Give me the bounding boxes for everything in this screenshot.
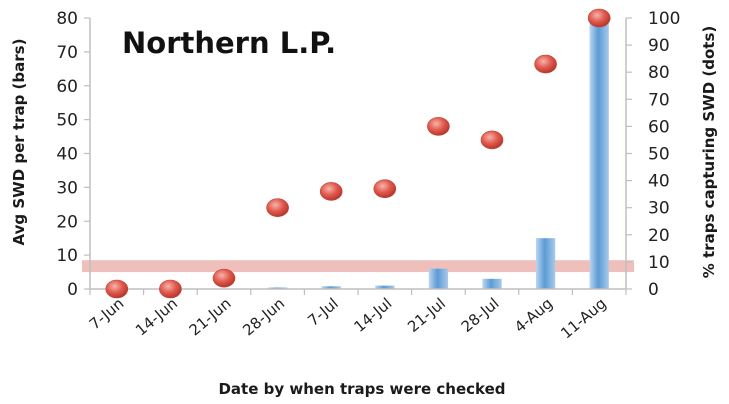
dot-series	[105, 8, 611, 299]
left-tick-label: 20	[56, 212, 78, 232]
dot-21-Jun	[212, 268, 236, 288]
x-tick-label-7-Jul: 7-Jul	[304, 294, 342, 330]
dot-7-Jul	[319, 182, 343, 201]
bar-series	[267, 18, 609, 289]
threshold-band	[82, 260, 634, 273]
x-tick-label-11-Aug: 11-Aug	[557, 294, 610, 342]
left-tick-label: 60	[56, 77, 78, 97]
bar-21-Jul	[428, 268, 449, 289]
bar-11-Aug	[589, 18, 609, 289]
right-tick-label: 0	[648, 280, 659, 300]
x-tick-label-14-Jul: 14-Jul	[351, 294, 396, 336]
right-tick-label: 100	[648, 9, 680, 29]
x-tick-label-14-Jun: 14-Jun	[132, 294, 181, 339]
left-tick-label: 40	[56, 145, 78, 165]
right-tick-label: 90	[648, 36, 670, 56]
x-tick-label-21-Jul: 21-Jul	[404, 294, 449, 336]
dot-28-Jul	[480, 130, 504, 150]
dot-7-Jun	[105, 279, 129, 299]
bar-7-Jul	[321, 286, 341, 289]
dot-14-Jul	[373, 179, 397, 199]
bar-28-Jul	[482, 278, 502, 289]
dot-11-Aug	[587, 8, 611, 28]
x-axis-title: Date by when traps were checked	[218, 380, 505, 398]
left-tick-label: 80	[56, 9, 78, 29]
bar-4-Aug	[535, 238, 556, 289]
x-tick-label-28-Jun: 28-Jun	[239, 294, 288, 339]
dot-28-Jun	[266, 198, 289, 217]
x-tick-label-28-Jul: 28-Jul	[458, 294, 503, 336]
dot-14-Jun	[159, 279, 182, 299]
right-tick-label: 10	[648, 253, 670, 273]
left-tick-label: 0	[67, 280, 78, 300]
right-tick-label: 60	[648, 117, 670, 137]
threshold-band-layer	[82, 260, 634, 273]
right-tick-label: 70	[648, 90, 670, 110]
left-tick-label: 10	[56, 246, 78, 266]
dot-4-Aug	[534, 54, 557, 74]
right-y-axis-title: % traps capturing SWD (dots)	[700, 26, 718, 278]
dot-21-Jul	[427, 117, 450, 136]
left-tick-label: 50	[56, 111, 78, 131]
right-tick-label: 50	[648, 145, 670, 165]
right-tick-label: 40	[648, 172, 670, 192]
left-tick-label: 70	[56, 43, 78, 63]
x-tick-label-7-Jun: 7-Jun	[86, 294, 128, 333]
bar-14-Jul	[375, 285, 395, 289]
right-tick-label: 20	[648, 226, 670, 246]
left-tick-label: 30	[56, 178, 78, 198]
left-y-axis-title: Avg SWD per trap (bars)	[10, 39, 28, 246]
x-tick-label-21-Jun: 21-Jun	[186, 294, 235, 339]
right-tick-label: 80	[648, 63, 670, 83]
x-tick-label-4-Aug: 4-Aug	[511, 294, 556, 336]
right-tick-label: 30	[648, 199, 670, 219]
chart-title: Northern L.P.	[122, 26, 336, 60]
